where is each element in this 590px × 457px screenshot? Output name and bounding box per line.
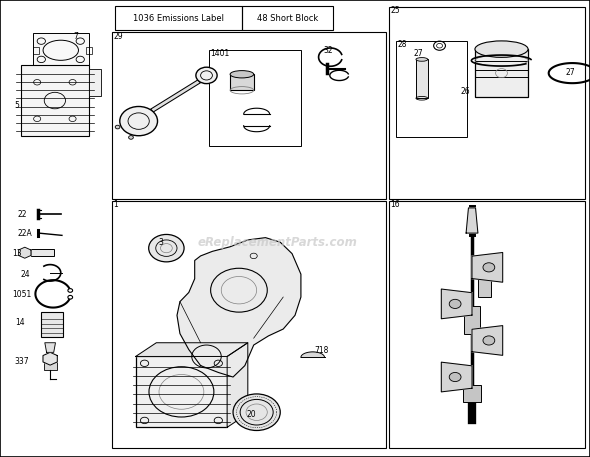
Text: 5: 5 (15, 101, 19, 110)
Text: 1: 1 (113, 200, 118, 209)
Text: 27: 27 (565, 68, 575, 77)
Bar (31, 249, 54, 256)
Polygon shape (441, 362, 472, 392)
Text: 13: 13 (12, 249, 21, 258)
Ellipse shape (230, 71, 254, 78)
Circle shape (449, 372, 461, 382)
Circle shape (115, 125, 120, 129)
Polygon shape (472, 252, 503, 282)
Circle shape (196, 67, 217, 84)
Circle shape (149, 234, 184, 262)
Polygon shape (136, 343, 248, 356)
Text: eReplacementParts.com: eReplacementParts.com (198, 236, 357, 249)
Text: 7: 7 (74, 32, 78, 41)
Text: 1051: 1051 (12, 290, 31, 299)
Bar (44, 359, 57, 370)
Text: 20: 20 (247, 410, 256, 420)
Text: 29: 29 (113, 32, 123, 41)
Polygon shape (441, 289, 472, 319)
Bar (242, 6, 333, 30)
Text: 32: 32 (323, 46, 333, 55)
Bar (136, 356, 227, 427)
Bar (112, 32, 386, 199)
Text: 24: 24 (21, 270, 30, 279)
Text: 22A: 22A (18, 228, 32, 238)
Polygon shape (45, 343, 55, 352)
Polygon shape (43, 352, 57, 365)
Text: 14: 14 (15, 318, 24, 327)
Bar (478, 279, 491, 297)
Bar (209, 50, 301, 146)
Text: 28: 28 (398, 40, 407, 49)
Polygon shape (19, 247, 31, 258)
Text: 48 Short Block: 48 Short Block (257, 14, 318, 23)
Bar (475, 49, 528, 97)
Bar (115, 6, 242, 30)
Polygon shape (466, 208, 478, 233)
Bar (21, 65, 88, 136)
Text: 27: 27 (413, 49, 422, 58)
Polygon shape (177, 238, 301, 377)
Bar (32, 47, 38, 54)
Bar (389, 201, 585, 448)
Text: 718: 718 (314, 346, 328, 356)
Text: 1401: 1401 (211, 49, 230, 58)
Ellipse shape (416, 58, 428, 61)
Circle shape (233, 394, 280, 430)
Text: 16: 16 (391, 200, 400, 209)
Circle shape (449, 299, 461, 308)
Bar (41, 312, 63, 337)
Bar (464, 306, 480, 334)
Bar (416, 59, 428, 98)
Ellipse shape (475, 41, 528, 58)
Polygon shape (301, 352, 324, 357)
Text: 337: 337 (15, 356, 30, 366)
Bar (230, 74, 254, 90)
Text: 3: 3 (158, 238, 163, 247)
Bar (463, 385, 481, 402)
Text: 22: 22 (18, 210, 27, 219)
Bar (396, 41, 467, 137)
Text: 26: 26 (460, 87, 470, 96)
Circle shape (120, 106, 158, 136)
Bar (88, 69, 100, 96)
Bar (389, 7, 585, 199)
Circle shape (483, 336, 495, 345)
Bar (112, 201, 386, 448)
Circle shape (68, 295, 73, 299)
Text: 1036 Emissions Label: 1036 Emissions Label (133, 14, 224, 23)
Polygon shape (472, 325, 503, 356)
Circle shape (68, 289, 73, 292)
Circle shape (483, 263, 495, 272)
Circle shape (129, 136, 133, 139)
Bar (86, 47, 92, 54)
Text: 25: 25 (391, 5, 400, 15)
Polygon shape (227, 343, 248, 427)
Bar (32, 33, 88, 67)
